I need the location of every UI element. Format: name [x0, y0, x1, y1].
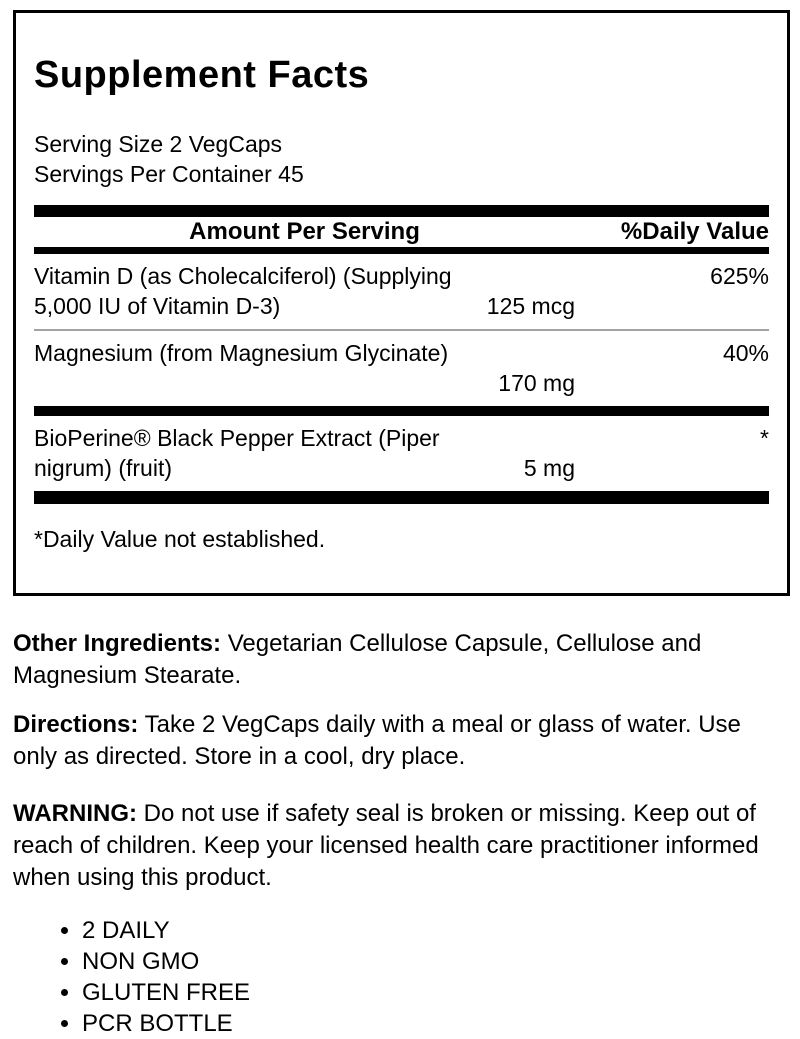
column-header-daily-value: %Daily Value: [620, 218, 769, 245]
directions-text: Take 2 VegCaps daily with a meal or glas…: [13, 711, 741, 770]
thick-separator-bar-top: [34, 205, 769, 217]
other-ingredients-text: Vegetarian Cellulose Capsule, Cellulose …: [13, 630, 702, 689]
nutrient-name-line1: BioPerine® Black Pepper Extract (Piper: [34, 425, 440, 451]
servings-per-container: Servings Per Container 45: [34, 161, 304, 187]
warning-text: Do not use if safety seal is broken or m…: [13, 800, 759, 891]
feature-item-2-daily: 2 DAILY: [82, 915, 779, 946]
daily-value-footnote: *Daily Value not established.: [34, 526, 326, 552]
table-header-row: Amount Per Serving %Daily Value: [34, 217, 769, 247]
nutrient-daily-value: 40%: [722, 340, 769, 366]
nutrient-daily-value: *: [760, 425, 769, 451]
nutrient-row-vitamin-d: 625% Vitamin D (as Cholecalciferol) (Sup…: [34, 254, 769, 329]
warning-paragraph: WARNING: Do not use if safety seal is br…: [13, 798, 779, 894]
feature-item-pcr-bottle: PCR BOTTLE: [82, 1008, 779, 1039]
other-ingredients-label: Other Ingredients:: [13, 630, 222, 657]
directions-label: Directions:: [13, 711, 139, 738]
nutrient-row-bioperine: * BioPerine® Black Pepper Extract (Piper…: [34, 416, 769, 491]
nutrient-amount: 5 mg: [523, 455, 575, 481]
nutrient-amount: 125 mcg: [486, 293, 575, 319]
nutrient-amount: 170 mg: [498, 370, 575, 396]
serving-size: Serving Size 2 VegCaps: [34, 131, 283, 157]
nutrient-name-line2: nigrum) (fruit): [34, 455, 173, 481]
thin-row-divider: [34, 329, 769, 331]
nutrient-row-magnesium: 40% Magnesium (from Magnesium Glycinate)…: [34, 331, 769, 406]
features-list: 2 DAILY NON GMO GLUTEN FREE PCR BOTTLE: [13, 915, 779, 1039]
nutrient-daily-value: 625%: [710, 263, 769, 289]
panel-title: Supplement Facts: [34, 54, 370, 96]
nutrient-name-line1: Magnesium (from Magnesium Glycinate): [34, 340, 449, 366]
header-separator-bar: [34, 247, 769, 254]
serving-info: Serving Size 2 VegCaps Servings Per Cont…: [34, 129, 769, 189]
directions-paragraph: Directions: Take 2 VegCaps daily with a …: [13, 709, 779, 773]
column-header-amount-per-serving: Amount Per Serving: [189, 218, 420, 245]
feature-item-non-gmo: NON GMO: [82, 946, 779, 977]
thick-separator-bar-middle: [34, 406, 769, 416]
feature-item-gluten-free: GLUTEN FREE: [82, 977, 779, 1008]
nutrient-name-line1: Vitamin D (as Cholecalciferol) (Supplyin…: [34, 263, 452, 289]
other-ingredients-paragraph: Other Ingredients: Vegetarian Cellulose …: [13, 628, 779, 692]
warning-label: WARNING:: [13, 800, 137, 827]
label-text-sections: Other Ingredients: Vegetarian Cellulose …: [13, 628, 779, 1039]
thick-separator-bar-bottom: [34, 491, 769, 504]
supplement-facts-panel: Supplement Facts Serving Size 2 VegCaps …: [13, 10, 790, 596]
nutrient-name-line2: 5,000 IU of Vitamin D-3): [34, 293, 281, 319]
